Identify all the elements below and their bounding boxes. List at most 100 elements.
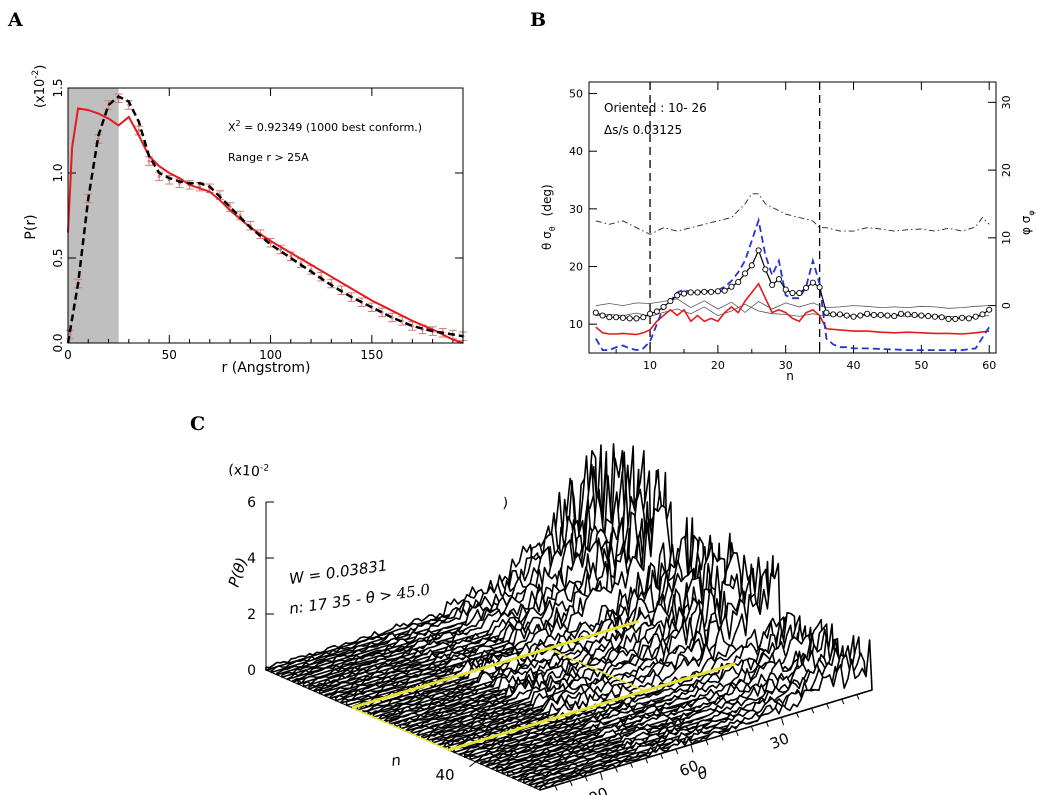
c-theta-tick bbox=[811, 707, 815, 714]
a-point-marker bbox=[279, 248, 283, 251]
c-theta-tick bbox=[660, 753, 664, 759]
c-theta-tick-label: 30 bbox=[767, 729, 791, 753]
b-circle-marker bbox=[633, 315, 640, 322]
c-theta-tick bbox=[841, 698, 845, 705]
c-theta-tick bbox=[856, 694, 860, 700]
b-circle-marker bbox=[938, 314, 945, 321]
b-circle-marker bbox=[728, 283, 735, 290]
b-y-left-tick-label: 30 bbox=[569, 203, 583, 216]
a-model-line bbox=[67, 107, 464, 344]
c-theta-tick bbox=[599, 771, 603, 780]
a-point-marker bbox=[157, 174, 161, 178]
b-circle-marker bbox=[897, 310, 905, 317]
b-y-right-tick-label: 0 bbox=[1000, 302, 1013, 309]
panel-a-chart: 0 50 100 150 0.0 0.5 1.0 1.5 X2 = 0.92349 (1000… bbox=[23, 65, 467, 376]
b-y-right-tick-label: 30 bbox=[1000, 95, 1013, 109]
a-data-point bbox=[377, 307, 386, 318]
c-n-annotation: n: 17 35 - θ > 45.0 bbox=[288, 580, 431, 618]
c-highlight-edge bbox=[448, 662, 736, 752]
b-circle-marker bbox=[667, 298, 674, 305]
panel-c-chart: 0 2 4 6 40 90 60 30 P(θ) (x10-2) W = 0.03831 n:… bbox=[225, 442, 873, 795]
b-circle-marker bbox=[809, 279, 816, 286]
c-n-axis-label: n bbox=[390, 751, 402, 770]
b-circle-marker bbox=[830, 311, 837, 318]
panel-letter-b: B bbox=[530, 9, 547, 31]
a-x-tick-label: 150 bbox=[360, 348, 383, 362]
c-theta-tick bbox=[750, 726, 754, 732]
b-circle-marker bbox=[911, 311, 918, 318]
b-circle-marker bbox=[925, 313, 932, 320]
c-trace-row bbox=[501, 623, 836, 775]
b-circle-marker bbox=[674, 292, 681, 299]
b-circle-marker bbox=[877, 311, 884, 318]
c-theta-tick bbox=[569, 780, 573, 787]
b-plot-frame bbox=[588, 81, 997, 354]
b-y-left-tick-label: 40 bbox=[569, 145, 583, 158]
b-circle-marker bbox=[775, 276, 782, 283]
b-circle-marker bbox=[836, 311, 844, 318]
a-plot-frame bbox=[67, 87, 464, 344]
c-trace-row bbox=[539, 639, 873, 791]
b-series-thin bbox=[595, 298, 990, 313]
c-trace-row bbox=[292, 449, 626, 683]
a-y-tick-label: 0.5 bbox=[51, 248, 65, 267]
b-circle-marker bbox=[796, 289, 803, 297]
b-circle-marker bbox=[680, 290, 688, 297]
c-trace-row bbox=[512, 639, 846, 780]
c-highlight-threshold bbox=[547, 647, 646, 692]
c-trace-row bbox=[458, 613, 793, 756]
b-circle-marker bbox=[592, 309, 599, 316]
b-circle-marker bbox=[647, 310, 654, 317]
a-point-marker bbox=[96, 137, 100, 141]
b-y-right-tick-label: 10 bbox=[1000, 231, 1013, 245]
a-chi2-annotation: X2 = 0.92349 (1000 best conform.) bbox=[228, 119, 422, 134]
c-theta-tick-label: 60 bbox=[677, 756, 701, 780]
b-circle-marker bbox=[979, 311, 986, 318]
b-circle-marker bbox=[701, 288, 708, 295]
c-theta-tick bbox=[780, 717, 784, 726]
b-circle-marker bbox=[823, 309, 830, 316]
c-trace-row bbox=[506, 634, 841, 777]
a-point-marker bbox=[137, 129, 141, 132]
c-trace-row bbox=[447, 562, 782, 751]
panel-b-chart: 10 20 30 40 50 60 10 20 30 40 50 0 10 20 30 Oriented :… bbox=[540, 81, 1036, 383]
panel-letter-a: A bbox=[8, 9, 23, 31]
a-x-tick-label: 100 bbox=[259, 348, 282, 362]
c-z-tick-label: 0 bbox=[247, 663, 256, 679]
c-z-axis-label: P(θ) bbox=[225, 555, 251, 589]
b-y-left-label: θ σθ(deg) bbox=[540, 184, 557, 250]
b-circle-marker bbox=[931, 313, 939, 320]
b-circle-marker bbox=[803, 284, 810, 291]
c-theta-tick bbox=[705, 739, 709, 746]
c-trace-row bbox=[517, 643, 852, 782]
c-z-tick-label: 6 bbox=[247, 495, 256, 511]
b-circle-marker bbox=[640, 314, 647, 321]
b-circle-marker bbox=[864, 310, 871, 317]
c-theta-tick bbox=[554, 785, 558, 791]
b-circle-marker bbox=[687, 289, 694, 296]
a-x-tick-label: 50 bbox=[162, 348, 177, 362]
b-circle-marker bbox=[606, 314, 613, 321]
a-x-tick-label: 0 bbox=[64, 348, 72, 362]
b-circle-marker bbox=[918, 312, 925, 319]
b-x-tick-label: 20 bbox=[711, 359, 725, 372]
b-x-tick-label: 50 bbox=[914, 359, 928, 372]
b-ticks: 10 20 30 40 50 60 10 20 30 40 50 0 10 20 30 bbox=[569, 82, 1013, 372]
a-series bbox=[66, 93, 467, 344]
b-vertical-lines bbox=[649, 82, 821, 353]
b-circle-marker bbox=[904, 311, 911, 318]
c-theta-tick bbox=[584, 776, 588, 782]
c-w-annotation: W = 0.03831 bbox=[288, 556, 389, 588]
c-theta-tick bbox=[796, 712, 800, 718]
b-circle-marker bbox=[891, 313, 898, 320]
b-y-left-tick-label: 10 bbox=[569, 318, 583, 331]
c-theta-axis-label: θ bbox=[694, 762, 710, 783]
b-series-circles bbox=[595, 248, 990, 320]
a-y-axis-label: P(r) bbox=[23, 214, 39, 239]
b-x-axis-label: n bbox=[786, 369, 794, 383]
c-theta-tick bbox=[630, 762, 634, 768]
b-series-solid bbox=[595, 282, 990, 336]
b-circle-marker bbox=[857, 312, 864, 319]
a-data-point bbox=[388, 312, 397, 323]
b-circle-marker bbox=[613, 314, 620, 321]
